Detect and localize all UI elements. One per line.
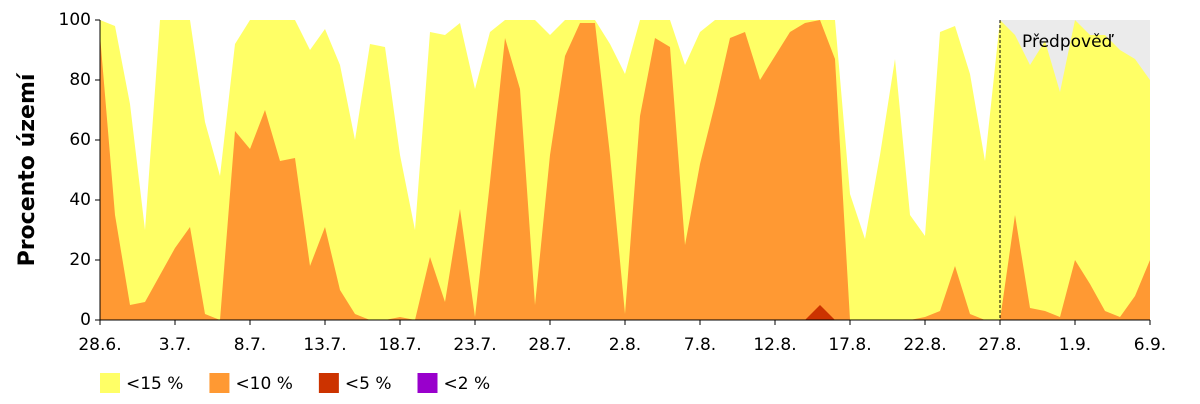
legend-label: <5 % bbox=[345, 374, 392, 394]
x-tick-label: 6.9. bbox=[1134, 335, 1166, 355]
legend-label: <2 % bbox=[444, 374, 491, 394]
x-tick-label: 17.8. bbox=[828, 335, 871, 355]
y-tick-label: 40 bbox=[69, 190, 91, 210]
x-tick-label: 7.8. bbox=[684, 335, 716, 355]
axes: Předpověď 0 20 40 60 80 100 28.6. 3.7. 8.7. 13.7. 1… bbox=[59, 10, 1167, 394]
area bbox=[100, 20, 1150, 320]
x-tick-label: 28.7. bbox=[528, 335, 571, 355]
x-tick-label: 1.9. bbox=[1059, 335, 1091, 355]
legend-swatch bbox=[417, 373, 438, 393]
y-axis-label: Procento území bbox=[15, 72, 40, 266]
legend-swatch bbox=[100, 373, 120, 393]
y-tick-label: 0 bbox=[80, 310, 91, 330]
legend-label: <10 % bbox=[235, 374, 292, 394]
x-tick-label: 23.7. bbox=[453, 335, 496, 355]
x-tick-label: 8.7. bbox=[234, 335, 266, 355]
forecast-label: Předpověď bbox=[1022, 32, 1115, 52]
x-tick-label: 27.8. bbox=[978, 335, 1021, 355]
x-tick-label: 12.8. bbox=[753, 335, 796, 355]
legend-swatch bbox=[318, 373, 339, 393]
x-tick-label: 18.7. bbox=[378, 335, 421, 355]
x-tick-label: 28.6. bbox=[78, 335, 121, 355]
x-tick-label: 13.7. bbox=[303, 335, 346, 355]
y-tick-label: 60 bbox=[69, 130, 91, 150]
x-tick-label: 22.8. bbox=[903, 335, 946, 355]
y-tick-label: 20 bbox=[69, 250, 91, 270]
x-tick-label: 2.8. bbox=[609, 335, 641, 355]
y-tick-label: 100 bbox=[59, 10, 91, 30]
legend-label: <15 % bbox=[126, 374, 183, 394]
areas bbox=[100, 20, 1150, 320]
x-tick-label: 3.7. bbox=[159, 335, 191, 355]
legend-swatch bbox=[209, 373, 230, 393]
y-tick-label: 80 bbox=[69, 70, 91, 90]
